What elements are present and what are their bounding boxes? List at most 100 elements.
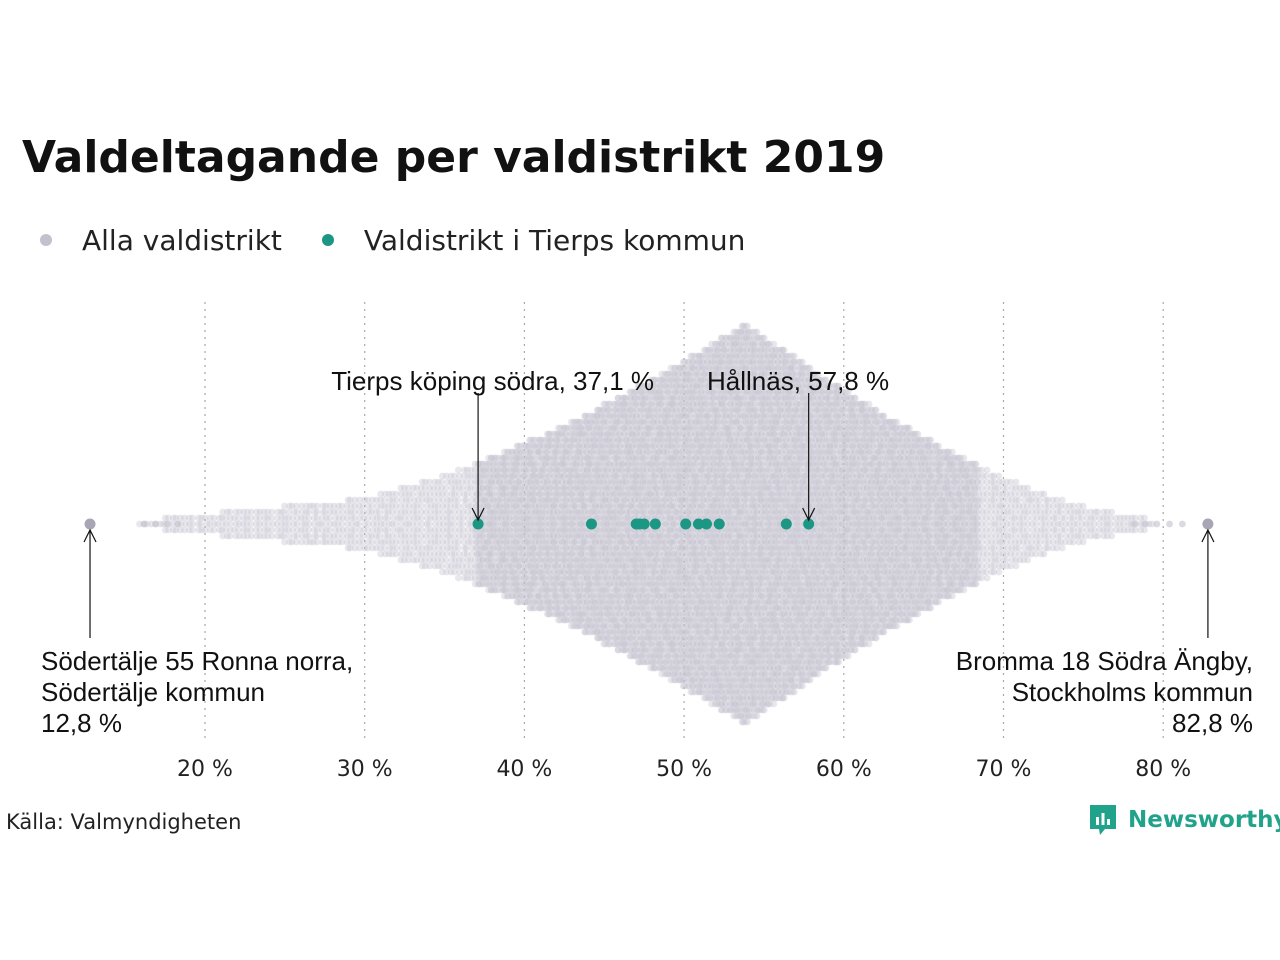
district-point <box>216 526 223 534</box>
district-point <box>288 538 296 546</box>
district-point <box>338 520 346 528</box>
district-point <box>397 490 405 498</box>
district-point <box>376 526 384 534</box>
legend-item-tierp: Valdistrikt i Tierps kommun <box>321 224 745 257</box>
district-point <box>351 514 358 522</box>
district-point <box>459 514 467 522</box>
district-point <box>177 526 184 534</box>
district-point <box>410 538 418 546</box>
district-point <box>355 538 363 546</box>
district-point <box>459 556 467 564</box>
district-point <box>402 544 410 552</box>
district-point <box>415 490 422 498</box>
district-point <box>256 532 264 540</box>
district-point <box>467 556 475 564</box>
district-point <box>478 550 485 558</box>
district-point <box>164 526 172 534</box>
district-point <box>434 562 442 570</box>
district-point <box>339 508 347 516</box>
district-point <box>471 460 479 468</box>
district-point <box>297 514 305 522</box>
district-point <box>261 526 269 534</box>
district-point <box>463 478 470 486</box>
district-point <box>414 514 421 522</box>
district-point <box>322 502 330 510</box>
district-point <box>392 520 400 528</box>
district-point <box>384 532 392 540</box>
district-point <box>302 532 310 540</box>
district-point <box>456 526 463 534</box>
district-point <box>319 538 327 546</box>
district-point <box>368 538 376 546</box>
district-point <box>318 514 326 522</box>
district-point <box>426 544 434 552</box>
district-point <box>454 538 462 546</box>
district-point <box>404 484 412 492</box>
district-point <box>381 502 388 510</box>
district-point <box>423 544 431 552</box>
district-point <box>389 526 397 534</box>
district-point <box>351 496 359 504</box>
district-point <box>413 520 421 528</box>
district-point <box>381 538 388 546</box>
district-point <box>293 520 301 528</box>
district-point <box>326 532 334 540</box>
district-point <box>385 490 393 498</box>
district-point <box>431 502 439 510</box>
district-point <box>172 526 180 534</box>
district-point <box>409 490 417 498</box>
district-point <box>298 538 306 546</box>
district-point <box>479 460 487 468</box>
district-point <box>297 526 305 534</box>
district-point <box>451 502 459 510</box>
district-point <box>280 508 288 516</box>
district-point <box>235 514 242 522</box>
district-point <box>218 514 226 522</box>
district-point <box>197 520 205 528</box>
district-point <box>327 520 334 528</box>
district-point <box>423 538 431 546</box>
district-point <box>285 508 293 516</box>
district-point <box>454 574 462 582</box>
district-point <box>438 478 446 486</box>
district-point <box>468 550 476 558</box>
district-point <box>290 532 298 540</box>
district-point <box>400 484 408 492</box>
district-point <box>417 514 425 522</box>
district-point <box>467 574 475 582</box>
district-point <box>398 520 405 528</box>
beeswarm-chart: Tierps köping södra, 37,1 % Hållnäs, 57,8… <box>41 302 1253 782</box>
district-point <box>376 514 384 522</box>
district-point <box>322 514 330 522</box>
district-point <box>273 526 281 534</box>
district-point <box>409 484 417 492</box>
district-point <box>339 514 347 522</box>
district-point <box>302 508 310 516</box>
district-point <box>227 526 234 534</box>
district-point <box>343 502 351 510</box>
district-point <box>351 538 359 546</box>
district-point <box>253 532 261 540</box>
district-point <box>364 538 372 546</box>
district-point <box>426 484 434 492</box>
district-point <box>293 508 301 516</box>
district-point <box>402 550 409 558</box>
district-point <box>223 508 231 516</box>
district-point <box>219 520 226 528</box>
district-point <box>206 514 214 522</box>
district-point <box>223 532 231 540</box>
district-point <box>479 532 487 540</box>
district-point <box>474 544 482 552</box>
district-point <box>405 490 413 498</box>
district-point <box>393 508 401 516</box>
district-point <box>480 550 488 558</box>
district-point <box>219 532 227 540</box>
district-point <box>435 496 443 504</box>
district-point <box>368 532 376 540</box>
district-point <box>392 490 400 498</box>
district-point <box>465 502 472 510</box>
district-point <box>464 520 472 528</box>
district-point <box>467 472 475 480</box>
district-point <box>472 544 480 552</box>
district-point <box>451 568 458 576</box>
